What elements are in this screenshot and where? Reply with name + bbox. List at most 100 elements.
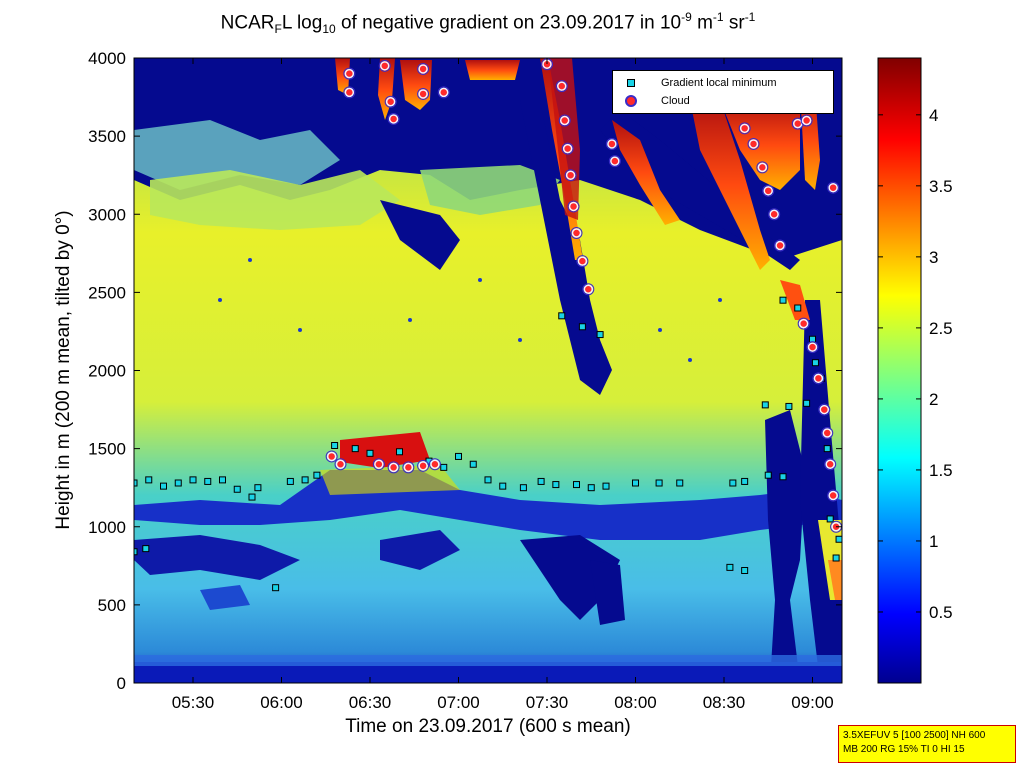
cloud-marker [335,459,346,469]
cloud-marker-ring [570,227,583,239]
y-tick-label: 2500 [88,283,126,302]
cloud-marker [769,209,779,219]
cloud-marker-ring [827,489,840,502]
cloud-marker-ring [334,458,347,471]
x-tick-label: 06:00 [260,693,303,712]
gradient-minimum-marker [785,402,793,410]
gradient-minimum-marker [552,481,560,489]
gradient-minimum-marker [469,460,477,468]
gradient-minimum-marker [832,554,840,562]
cloud-marker [557,81,567,91]
gradient-minimum-marker [587,484,595,492]
cloud-marker [822,428,832,438]
cloud-marker [571,228,582,238]
cloud-marker-ring [561,142,574,155]
x-tick-label: 06:30 [349,693,392,712]
cloud-marker [344,87,355,98]
gradient-minimum-marker [286,477,294,485]
cloud-marker [562,143,573,154]
gradient-minimum-marker [779,473,787,481]
gradient-minimum-marker [794,304,802,312]
y-tick-label: 4000 [88,49,126,68]
cloud-marker [748,139,759,149]
cloud-marker [801,115,812,126]
cloud-marker-ring [428,458,441,471]
x-tick-label: 08:30 [703,693,746,712]
x-tick-label: 07:00 [437,693,480,712]
y-axis-label: Height in m (200 m mean, tilted by 0°) [53,210,74,530]
x-axis-label: Time on 23.09.2017 (600 s mean) [345,716,631,737]
cloud-marker-ring [747,137,760,150]
cloud-marker-ring [387,112,400,125]
cloud-marker [385,97,396,107]
colorbar-tick-label: 0.5 [929,603,953,622]
gradient-minimum-marker [826,515,834,523]
info-box: 3.5XEFUV 5 [100 2500] NH 600 MB 200 RG 1… [838,725,1016,763]
gradient-minimum-marker [254,484,262,492]
gradient-minimum-marker [145,476,153,484]
legend-item-gradient: Gradient local minimum [613,75,777,91]
colorbar-tick-label: 2.5 [929,319,953,338]
colorbar-tick-label: 3 [929,248,938,267]
gradient-minimum-marker [331,442,339,449]
gradient-minimum-marker [655,479,663,487]
gradient-minimum-marker [761,401,769,409]
cloud-marker-ring [582,283,595,296]
cloud-marker [607,139,617,149]
colorbar-tick-label: 1.5 [929,461,953,480]
gradient-minimum-marker [174,479,182,487]
cloud-marker-ring [800,114,813,127]
cloud-marker-ring [768,208,781,221]
gradient-minimum-marker [134,479,138,487]
colorbar-tick-label: 3.5 [929,177,953,196]
cloud-marker-ring [827,181,840,194]
cloud-marker-ring [417,62,430,75]
cloud-marker [739,123,750,134]
y-tick-label: 1500 [88,440,126,459]
cloud-marker [610,156,620,166]
colorbar [877,57,922,684]
y-tick-label: 0 [117,674,126,693]
gradient-minimum-marker [248,493,256,501]
cloud-marker [388,114,399,124]
cloud-marker [793,118,803,129]
legend-label: Gradient local minimum [661,77,777,89]
x-tick-label: 05:30 [172,693,215,712]
cloud-marker-ring [387,461,400,474]
y-tick-label: 500 [98,596,126,615]
cloud-marker-ring [738,122,751,135]
cloud-marker-ring [378,59,391,72]
colorbar-tick-label: 1 [929,532,938,551]
cloud-marker-ring [608,155,621,168]
gradient-minimum-marker [484,476,492,484]
gradient-minimum-marker [779,296,787,304]
info-line-1: 3.5XEFUV 5 [100 2500] NH 600 [843,730,986,741]
cloud-marker-ring [437,86,450,99]
cloud-marker-ring [756,161,769,174]
cloud-marker [763,186,773,196]
gradient-minimum-marker [366,449,374,457]
gradient-minimum-marker [578,323,586,331]
cloud-marker-ring [818,403,831,416]
y-tick-label: 2000 [88,362,126,381]
gradient-minimum-marker [676,479,684,487]
cloud-marker [559,115,570,126]
x-tick-label: 09:00 [791,693,834,712]
gradient-minimum-marker [803,399,811,407]
gradient-minimum-marker [160,482,167,490]
cloud-marker [418,89,428,99]
legend-item-cloud: Cloud [613,93,690,109]
circle-marker-icon [625,95,637,107]
gradient-minimum-marker [189,476,197,484]
gradient-minimum-marker [396,448,403,456]
gradient-minimum-marker [809,335,816,343]
cloud-marker [374,459,384,469]
gradient-minimum-marker [726,563,734,571]
cloud-marker [819,404,830,415]
cloud-marker-ring [558,114,571,127]
gradient-minimum-marker [455,452,462,460]
gradient-minimum-marker [301,476,309,484]
gradient-minimum-marker [219,476,226,484]
cloud-marker [825,459,835,469]
cloud-marker [568,201,579,212]
